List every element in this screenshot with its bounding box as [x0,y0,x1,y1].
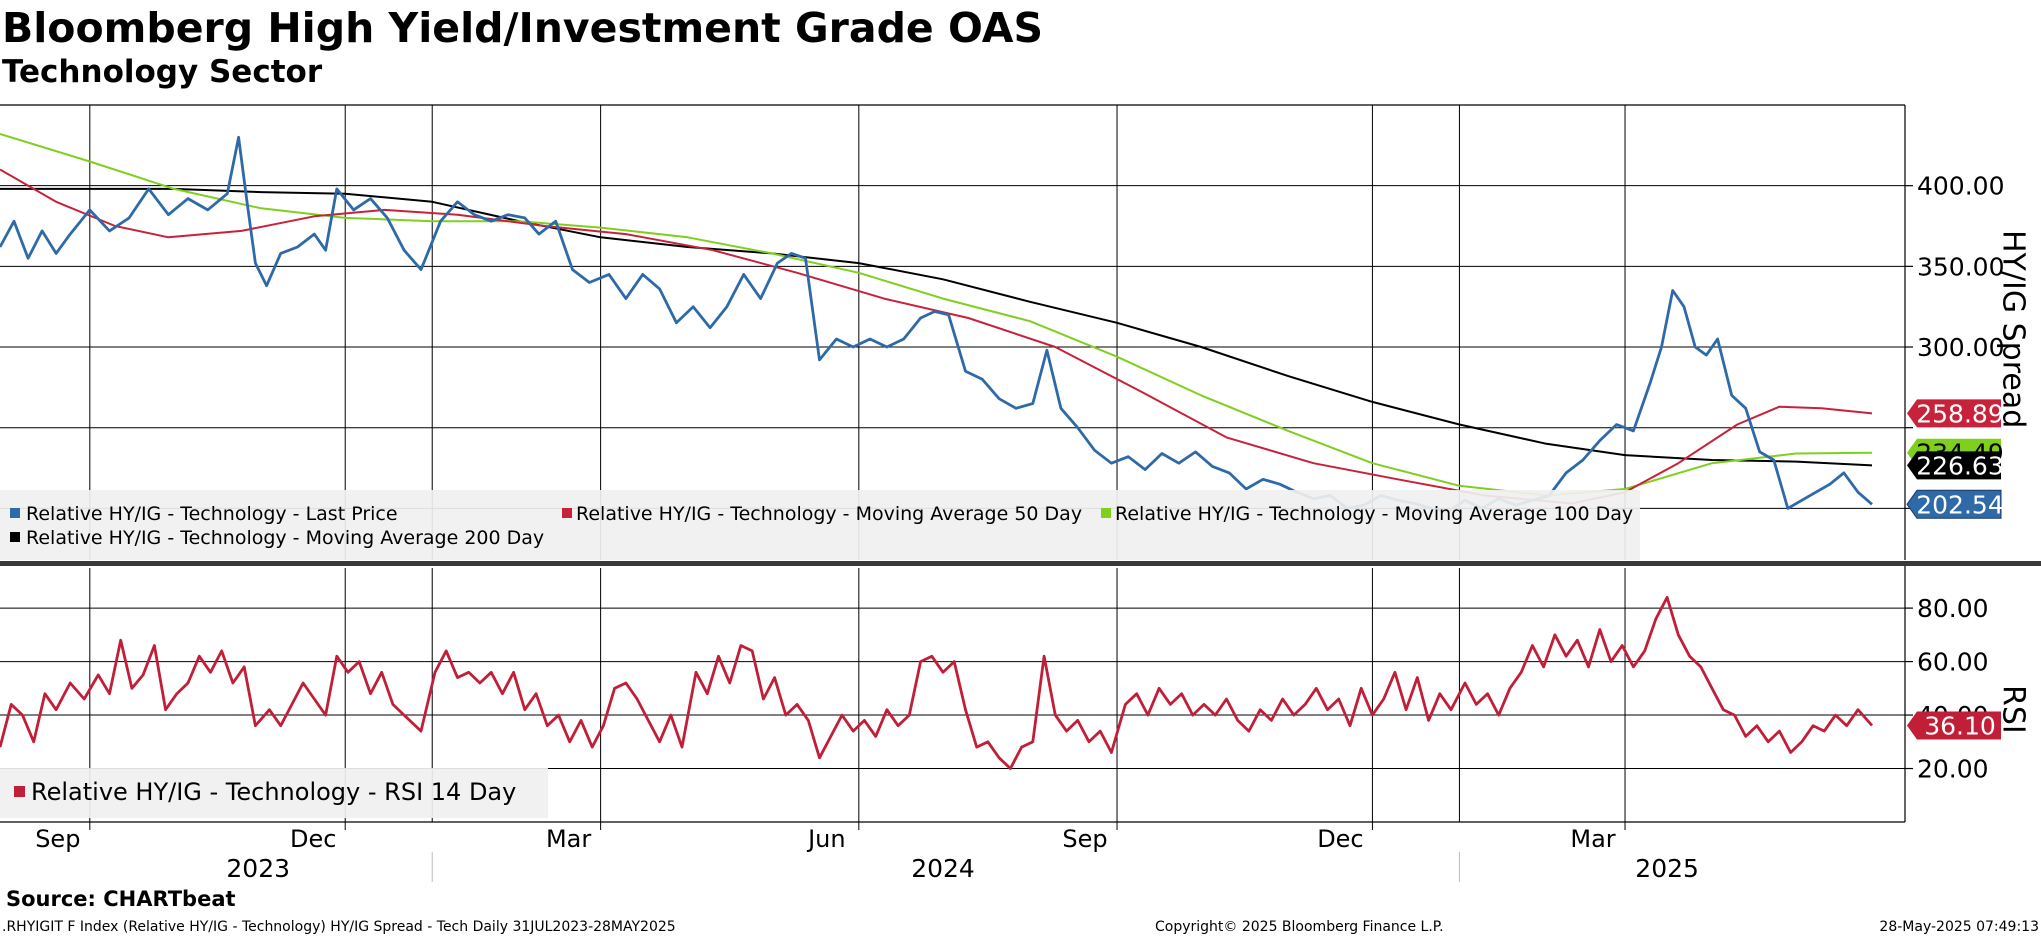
x-tick-label: Dec [1317,825,1363,853]
rsi-last-value-tags: 36.10 [1907,711,2001,740]
price-vertical-gridlines [89,105,1626,560]
tag-shape [1906,489,2002,519]
rsi-series [0,596,1874,770]
x-year-label: 2023 [226,854,290,883]
legend-label-ma200: Relative HY/IG - Technology - Moving Ave… [26,527,544,549]
timestamp: 28-May-2025 07:49:13 [1879,919,2039,935]
price-panel: 400.00 350.00 300.00 Relative HY/IG - Tech… [0,104,2031,560]
price-legend-box [0,490,1640,560]
y-tick-label: 350.00 [1917,252,2004,281]
tag-value: 202.54 [1916,490,2003,519]
y-tick-label: 300.00 [1917,333,2004,362]
legend-swatch-rsi [14,786,25,797]
series-line-rsi [0,596,1874,770]
y-tick-label: 80.00 [1917,594,1989,623]
y-tick-label: 400.00 [1917,172,2004,201]
x-tick-label: Jun [806,825,846,853]
series-line-ma200 [0,187,1873,467]
chart-title: Bloomberg High Yield/Investment Grade OA… [2,4,1043,52]
series-line-last_price [0,135,1873,513]
series-line-ma100 [0,133,1873,497]
price-legend: Relative HY/IG - Technology - Last Price… [10,503,1633,549]
x-tick-label: Mar [1570,825,1615,853]
x-year-label: 2024 [911,854,975,883]
legend-label-ma50: Relative HY/IG - Technology - Moving Ave… [576,503,1082,525]
tag-shape [1907,711,2001,740]
panel-divider [0,561,2041,566]
tag-shape [1907,451,2001,480]
series-line-ma50 [0,168,1873,505]
x-axis-year-labels: 2023 2024 2025 [226,854,1699,883]
legend-label-ma100: Relative HY/IG - Technology - Moving Ave… [1115,503,1633,525]
price-grid [0,185,1905,509]
copyright-notice: Copyright© 2025 Bloomberg Finance L.P. [1155,919,1444,935]
x-tick-label: Sep [35,825,80,853]
tag-value: 258.89 [1916,399,2003,428]
legend-swatch-ma100 [1101,508,1111,518]
x-tick-label: Mar [546,825,591,853]
rsi-grid [0,607,1905,770]
price-axis-label: HY/IG Spread [1996,230,2031,428]
legend-label-rsi: Relative HY/IG - Technology - RSI 14 Day [31,778,516,806]
x-axis-year-separators [431,852,1460,882]
last-value-tag-ma50: 258.89 [1907,399,2004,428]
legend-swatch-ma200 [10,532,20,542]
tag-value: 36.10 [1924,711,1996,740]
x-axis: Sep Dec Mar Jun Sep Dec Mar 2023 2024 2025 [0,821,1905,883]
x-tick-label: Dec [290,825,336,853]
price-series [0,133,1873,513]
legend-swatch-last-price [10,508,20,518]
last-value-tag-rsi: 36.10 [1907,711,2001,740]
legend-label-last-price: Relative HY/IG - Technology - Last Price [26,503,398,525]
ticker-description: .RHYIGIT F Index (Relative HY/IG - Techn… [2,919,676,935]
chart-subtitle: Technology Sector [2,54,323,90]
y-tick-label: 60.00 [1917,648,1989,677]
price-y-ticks: 400.00 350.00 300.00 [1905,172,2004,509]
last-value-tag-last_price: 202.54 [1906,489,2004,519]
rsi-legend-box [0,768,548,818]
last-value-tag-ma200: 226.63 [1907,451,2004,480]
y-tick-label: 20.00 [1917,755,1989,784]
x-year-label: 2025 [1635,854,1699,883]
source-label: Source: CHARTbeat [6,887,236,911]
tag-shape [1907,399,2001,428]
tag-value: 226.63 [1916,451,2003,480]
legend-swatch-ma50 [562,508,572,518]
x-axis-month-labels: Sep Dec Mar Jun Sep Dec Mar [35,822,1626,853]
rsi-axis-label: RSI [1996,685,2031,734]
x-tick-label: Sep [1062,825,1107,853]
